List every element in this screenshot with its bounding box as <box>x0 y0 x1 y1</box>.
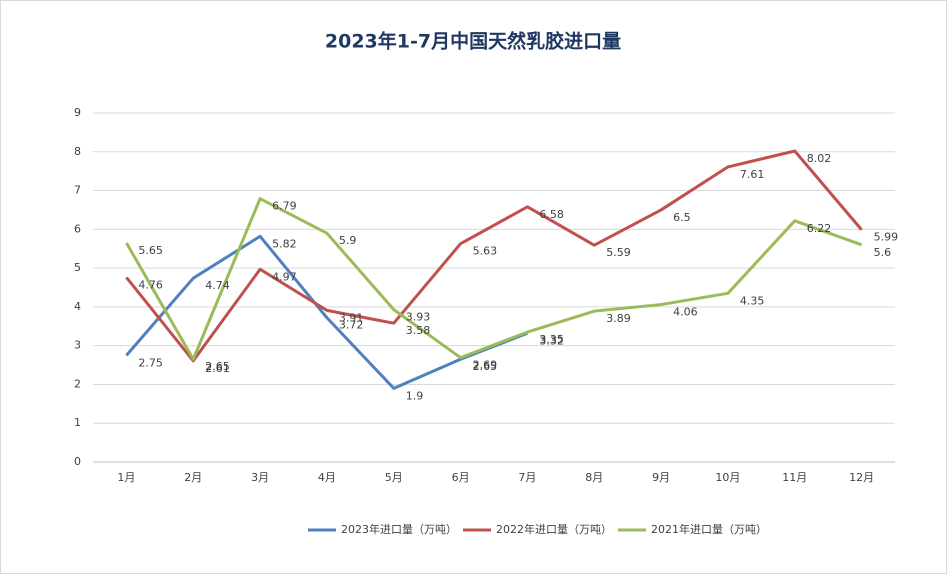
chart-title: 2023年1-7月中国天然乳胶进口量 <box>325 30 621 53</box>
data-label: 4.35 <box>740 294 765 307</box>
y-tick-label: 1 <box>74 416 81 429</box>
y-tick-label: 6 <box>74 222 81 235</box>
x-tick-label: 9月 <box>652 471 670 484</box>
x-tick-label: 2月 <box>184 471 202 484</box>
y-tick-label: 4 <box>74 300 81 313</box>
data-label: 6.22 <box>807 222 832 235</box>
data-label: 8.02 <box>807 152 832 165</box>
data-label: 2.69 <box>473 359 498 372</box>
data-label: 4.76 <box>138 278 163 291</box>
data-label: 2.75 <box>138 356 163 369</box>
series-line <box>125 234 528 390</box>
x-tick-label: 4月 <box>318 471 336 484</box>
data-label: 3.58 <box>406 324 431 337</box>
x-tick-label: 5月 <box>385 471 403 484</box>
data-label: 6.79 <box>272 200 297 213</box>
x-tick-label: 3月 <box>251 471 269 484</box>
data-label: 5.82 <box>272 237 297 250</box>
data-label: 4.97 <box>272 270 297 283</box>
x-tick-label: 11月 <box>782 471 807 484</box>
data-label: 7.61 <box>740 168 765 181</box>
data-label: 5.6 <box>874 246 892 259</box>
data-label: 1.9 <box>406 389 424 402</box>
data-label: 5.59 <box>606 246 631 259</box>
data-label: 4.06 <box>673 306 698 319</box>
data-label: 2.65 <box>205 360 230 373</box>
x-tick-label: 12月 <box>849 471 874 484</box>
x-tick-label: 1月 <box>117 471 135 484</box>
y-tick-label: 9 <box>74 106 81 119</box>
series-line <box>125 197 863 361</box>
data-label: 5.63 <box>473 245 498 258</box>
x-tick-label: 7月 <box>518 471 536 484</box>
y-tick-label: 7 <box>74 184 81 197</box>
data-label: 5.99 <box>874 231 899 244</box>
x-tick-label: 6月 <box>452 471 470 484</box>
legend-label: 2021年进口量（万吨） <box>651 522 767 536</box>
data-label: 3.89 <box>606 312 631 325</box>
data-label: 3.35 <box>539 333 564 346</box>
x-tick-label: 10月 <box>715 471 740 484</box>
data-label: 6.58 <box>539 208 564 221</box>
y-tick-label: 0 <box>74 455 81 468</box>
y-tick-label: 5 <box>74 261 81 274</box>
x-tick-label: 8月 <box>585 471 603 484</box>
data-label: 2.61 <box>205 362 230 375</box>
data-label: 5.65 <box>138 244 163 257</box>
data-label: 3.93 <box>406 311 431 324</box>
y-tick-label: 8 <box>74 145 81 158</box>
data-label: 6.5 <box>673 211 691 224</box>
data-label: 3.72 <box>339 319 364 332</box>
legend-label: 2022年进口量（万吨） <box>496 522 612 536</box>
data-label: 5.9 <box>339 234 357 247</box>
data-label: 4.74 <box>205 279 230 292</box>
data-label: 3.91 <box>339 311 364 324</box>
y-tick-label: 3 <box>74 339 81 352</box>
y-tick-label: 2 <box>74 377 81 390</box>
data-label: 3.32 <box>539 334 564 347</box>
legend-label: 2023年进口量（万吨） <box>341 522 457 536</box>
series-line <box>125 149 863 363</box>
data-label: 2.65 <box>473 360 498 373</box>
